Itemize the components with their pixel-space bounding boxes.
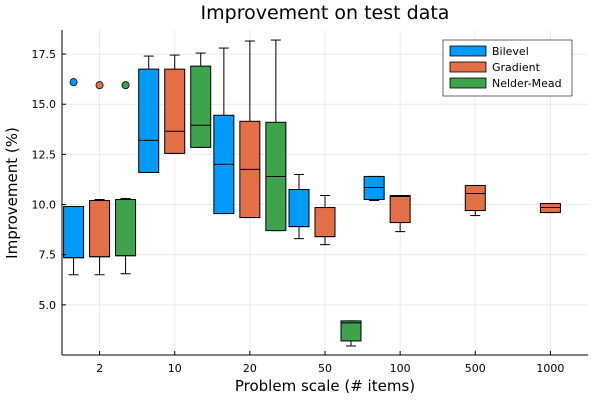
y-tick-label: 10.0	[32, 199, 57, 212]
box-nelder-mead	[340, 320, 362, 342]
legend-swatch-nelder-mead	[449, 77, 487, 89]
x-tick-label: 500	[465, 362, 486, 375]
axes	[61, 30, 588, 356]
legend-swatch-gradient	[449, 61, 487, 73]
chart-title: Improvement on test data	[201, 2, 450, 24]
box-series	[63, 39, 561, 347]
legend-swatch-bilevel	[449, 45, 487, 57]
y-tick-label: 15.0	[32, 98, 57, 111]
box-bilevel	[138, 68, 160, 173]
x-tick-label: 10	[168, 362, 182, 375]
outlier-point	[69, 78, 78, 87]
legend: Bilevel Gradient Nelder-Mead	[442, 39, 573, 97]
box-gradient	[539, 203, 561, 214]
x-tick-label: 20	[243, 362, 257, 375]
x-tick-label: 100	[390, 362, 411, 375]
box-bilevel	[363, 175, 385, 201]
tick-labels: 2 10 20 50 100 500 1000 5.0 7.5 10.0 12.5 15.0 17.5	[32, 48, 565, 375]
box-gradient	[464, 184, 486, 212]
box-gradient	[314, 207, 336, 238]
x-axis-label: Problem scale (# items)	[235, 377, 415, 395]
box-nelder-mead	[190, 65, 212, 148]
box-gradient	[164, 68, 186, 154]
x-tick-label: 2	[96, 362, 103, 375]
legend-label: Gradient	[492, 61, 541, 74]
box-gradient	[89, 200, 111, 258]
outlier-point	[121, 81, 130, 90]
outlier-point	[95, 81, 104, 90]
y-tick-label: 5.0	[39, 299, 57, 312]
legend-label: Bilevel	[492, 45, 529, 58]
box-nelder-mead	[115, 199, 137, 257]
box-gradient	[389, 195, 411, 224]
box-bilevel	[63, 206, 85, 259]
x-tick-label: 1000	[536, 362, 564, 375]
y-axis-label: Improvement (%)	[3, 127, 21, 259]
y-tick-label: 17.5	[32, 48, 57, 61]
box-bilevel	[288, 188, 310, 228]
y-tick-label: 7.5	[39, 249, 57, 262]
legend-label: Nelder-Mead	[492, 77, 562, 90]
y-tick-label: 12.5	[32, 148, 57, 161]
x-tick-label: 50	[318, 362, 332, 375]
